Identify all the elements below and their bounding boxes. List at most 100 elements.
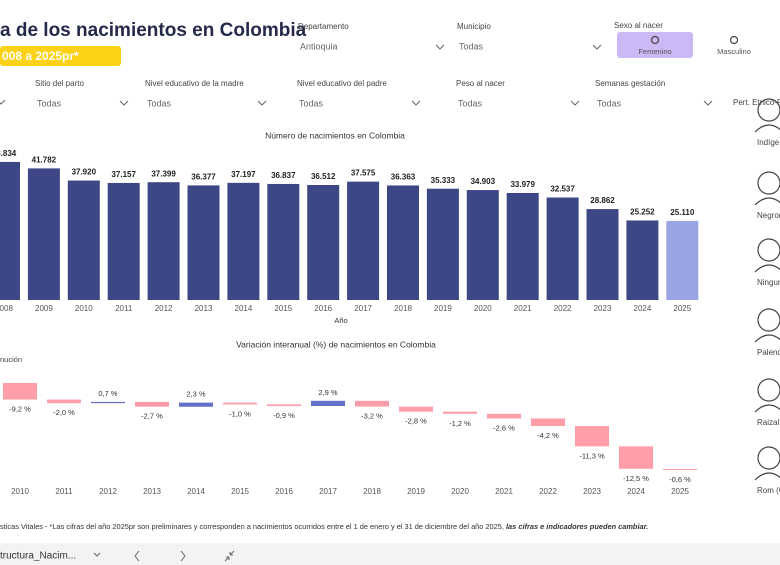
bar[interactable]: [546, 197, 579, 300]
filter-value[interactable]: Todas: [147, 98, 172, 108]
collapse[interactable]: [224, 550, 235, 562]
x-tick-label: 2015: [231, 487, 249, 496]
bar[interactable]: [626, 220, 659, 300]
data-label: 25.252: [630, 208, 655, 217]
option[interactable]: Masculino: [717, 47, 751, 56]
data-label: 28.862: [590, 196, 615, 205]
bar[interactable]: [147, 182, 180, 300]
x-axis-title: Año: [334, 316, 347, 325]
filter-value[interactable]: Todas: [459, 41, 484, 51]
option-selected[interactable]: [617, 32, 693, 58]
filter-label: Nivel educativo del padre: [297, 79, 387, 88]
tab-bar: [0, 543, 780, 565]
page-tab[interactable]: tructura_Nacim...: [0, 551, 76, 562]
x-tick-label: 2008: [0, 304, 13, 313]
x-tick-label: 2022: [554, 304, 572, 313]
person-icon: [757, 308, 780, 332]
bar[interactable]: [466, 190, 499, 300]
bar[interactable]: [347, 181, 380, 300]
person-icon: [757, 171, 780, 195]
bar[interactable]: [67, 180, 100, 300]
dropdown-chevron[interactable]: [411, 100, 421, 106]
data-label: 0,7 %: [98, 389, 118, 398]
subtitle-badge: [0, 46, 121, 66]
tab-menu[interactable]: [93, 552, 101, 557]
filter-label: Sexo al nacer: [614, 21, 663, 30]
ethnic-option[interactable]: Palenque: [757, 348, 780, 357]
bar[interactable]: [0, 161, 20, 300]
bar[interactable]: [426, 188, 459, 300]
footnote: sticas Vitales - *Las cifras del año 202…: [0, 522, 648, 531]
dropdown-chevron[interactable]: [0, 99, 6, 105]
bar[interactable]: [187, 185, 220, 300]
data-label: -9,2 %: [9, 405, 31, 414]
bar[interactable]: [666, 220, 699, 300]
prev-page[interactable]: [134, 550, 140, 562]
data-label: 32.537: [550, 185, 575, 194]
bar[interactable]: [267, 404, 301, 407]
filter-value[interactable]: Todas: [299, 98, 324, 108]
dropdown-chevron[interactable]: [119, 100, 129, 106]
dropdown-chevron[interactable]: [257, 100, 267, 106]
data-label: -1,0 %: [229, 409, 251, 418]
x-tick-label: 2014: [187, 487, 205, 496]
bar[interactable]: [663, 468, 697, 470]
x-tick-label: 2019: [434, 304, 452, 313]
bar[interactable]: [531, 418, 565, 427]
filter-label: Semanas gestación: [595, 79, 665, 88]
ethnic-option[interactable]: Negro(a),: [757, 211, 780, 220]
bar[interactable]: [355, 400, 389, 407]
ethnic-option[interactable]: Indíge: [757, 138, 780, 147]
x-tick-label: 2013: [195, 304, 213, 313]
bar[interactable]: [135, 401, 169, 407]
bar[interactable]: [575, 426, 609, 447]
option[interactable]: Femenino: [638, 47, 671, 56]
person-icon-body: [754, 404, 780, 413]
bar[interactable]: [387, 185, 419, 300]
bar[interactable]: [179, 402, 213, 407]
person-icon-body: [754, 334, 780, 343]
bar[interactable]: [267, 183, 300, 300]
data-label: 43.834: [0, 149, 17, 158]
data-label: -2,7 %: [141, 412, 163, 421]
bar[interactable]: [487, 413, 521, 419]
x-tick-label: 2021: [514, 304, 532, 313]
bar[interactable]: [311, 400, 345, 407]
ethnic-option[interactable]: Rom (Gi: [757, 486, 780, 495]
bar[interactable]: [307, 184, 340, 300]
next-page[interactable]: [180, 550, 186, 562]
footnote-text: sticas Vitales - *Las cifras del año 202…: [0, 522, 506, 531]
bar[interactable]: [107, 182, 140, 300]
dropdown-chevron[interactable]: [592, 44, 602, 50]
dropdown-chevron[interactable]: [703, 100, 713, 106]
bar[interactable]: [586, 209, 619, 300]
person-icon: [757, 446, 780, 470]
filter-value[interactable]: Todas: [458, 98, 483, 108]
dropdown-chevron[interactable]: [435, 44, 445, 50]
data-label: -2,0 %: [53, 408, 75, 417]
filter-label: Departamento: [298, 22, 349, 31]
bar[interactable]: [619, 446, 653, 469]
bar[interactable]: [3, 383, 37, 400]
data-label: 37.920: [72, 168, 97, 177]
bar[interactable]: [223, 402, 257, 405]
x-tick-label: 2015: [274, 304, 292, 313]
dropdown-chevron[interactable]: [570, 100, 580, 106]
filter-value[interactable]: Todas: [597, 98, 622, 108]
subtitle: 008 a 2025pr*: [2, 49, 79, 63]
bar[interactable]: [91, 401, 125, 404]
filter-value[interactable]: Antioquia: [300, 41, 338, 51]
bar[interactable]: [27, 168, 60, 300]
chart-title: Número de nacimientos en Colombia: [265, 130, 405, 140]
male-icon: [729, 35, 739, 45]
x-tick-label: 2011: [115, 304, 133, 313]
ethnic-option[interactable]: Ninguno: [757, 278, 780, 287]
bar[interactable]: [399, 406, 433, 412]
ethnic-option[interactable]: Raizal de: [757, 418, 780, 427]
bar[interactable]: [506, 192, 539, 300]
bar[interactable]: [227, 182, 260, 300]
bar[interactable]: [47, 399, 81, 404]
data-label: 37.399: [151, 169, 176, 178]
bar[interactable]: [443, 411, 477, 414]
filter-value[interactable]: Todas: [37, 98, 62, 108]
